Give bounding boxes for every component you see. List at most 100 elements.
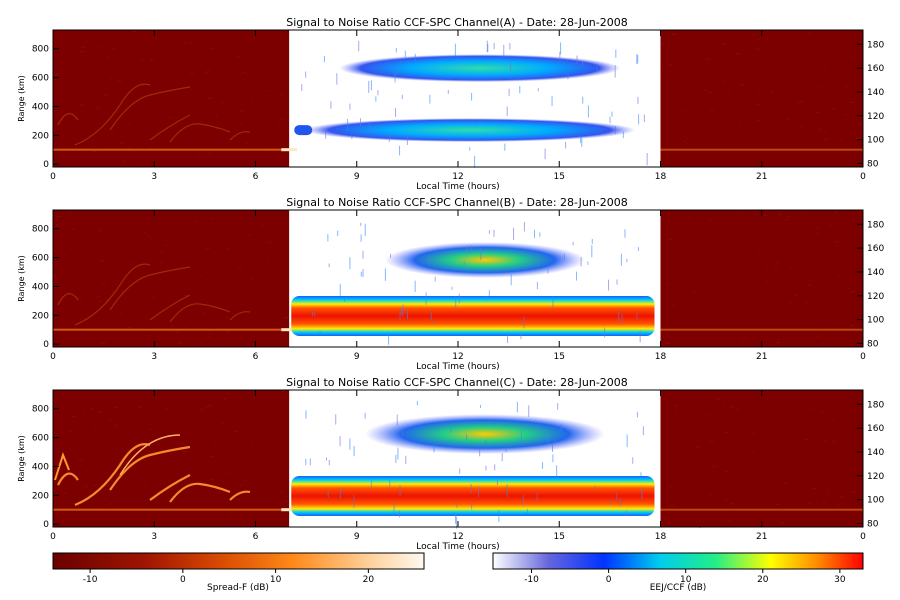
y2-tick-label: 140 [867, 268, 884, 278]
spread-f-plume-5 [169, 123, 231, 143]
y2-tick-label: 160 [867, 244, 884, 254]
eej-layer-edge [294, 125, 313, 136]
ccf-layer-upper [339, 54, 621, 83]
x-tick-label: 0 [50, 352, 56, 362]
x-tick-label: 6 [253, 532, 259, 542]
colorbar-tick-label: 0 [180, 575, 186, 585]
colorbar-eej-ccf: EEJ/CCF (dB) -10 0 10 20 30 [492, 552, 864, 593]
colorbar-eej-ccf-label: EEJ/CCF (dB) [650, 583, 707, 593]
y2-tick-label: 180 [867, 220, 884, 230]
x-tick-label: 0 [860, 352, 866, 362]
x-axis: 0 3 6 9 12 15 18 21 0 [50, 390, 866, 542]
x-axis: 0 3 6 9 12 15 18 21 0 [50, 210, 866, 362]
x-tick-label: 12 [452, 172, 463, 182]
colorbar-tick-label: 10 [270, 575, 282, 585]
y2-tick-label: 160 [867, 64, 884, 74]
panel-c-title: Signal to Noise Ratio CCF-SPC Channel(C)… [286, 376, 628, 389]
y2-tick-label: 100 [867, 136, 884, 146]
echo-line-morning [53, 508, 290, 511]
x-tick-label: 12 [452, 532, 463, 542]
x-tick-label: 9 [354, 532, 360, 542]
spread-f-plume-4 [149, 294, 191, 321]
x-tick-label: 3 [151, 172, 157, 182]
night-region-morning [53, 390, 290, 527]
day-region [289, 30, 661, 167]
colorbar-tick-label: 0 [606, 575, 612, 585]
echo-line-evening [660, 508, 863, 511]
x-tick-label: 15 [554, 532, 565, 542]
night-region-evening [660, 210, 863, 347]
y-axis-label: Range (km) [17, 75, 26, 122]
colorbar-spread-f-label: Spread-F (dB) [207, 583, 269, 593]
ccf-layer-upper [364, 414, 605, 455]
colorbar-spread-f: Spread-F (dB) -10 0 10 20 [52, 552, 425, 593]
y2-tick-label: 140 [867, 88, 884, 98]
x-tick-label: 9 [354, 172, 360, 182]
spread-f-plume-4 [149, 474, 191, 501]
x-tick-label: 12 [452, 352, 463, 362]
y2-tick-label: 100 [867, 496, 884, 506]
x-tick-label: 0 [50, 172, 56, 182]
x-tick-label: 18 [655, 172, 667, 182]
spread-f-plume-3 [109, 86, 191, 131]
day-streaks [311, 221, 641, 345]
spread-f-plume-8 [119, 434, 181, 476]
x-axis-label: Local Time (hours) [416, 182, 499, 192]
night-region-evening [660, 30, 863, 167]
y-axis-height: 80 100 120 140 160 180 [857, 220, 884, 349]
y2-tick-label: 120 [867, 292, 884, 302]
spread-f-plume-2 [74, 263, 151, 326]
y-axis-height: 80 100 120 140 160 180 [857, 40, 884, 169]
colorbar-tick-label: 10 [680, 575, 692, 585]
panel-a-title: Signal to Noise Ratio CCF-SPC Channel(A)… [286, 16, 627, 29]
x-tick-label: 0 [860, 532, 866, 542]
y2-tick-label: 120 [867, 112, 884, 122]
spread-f-plume-3 [109, 445, 191, 491]
echo-line-morning [53, 328, 290, 331]
x-tick-label: 15 [554, 352, 565, 362]
night-region-morning [53, 30, 290, 167]
echo-line-morning [53, 148, 290, 151]
x-tick-label: 15 [554, 172, 565, 182]
x-tick-label: 6 [253, 352, 259, 362]
spread-f-echoes [54, 434, 251, 507]
y-tick-label: 0 [43, 160, 49, 170]
x-tick-label: 3 [151, 352, 157, 362]
x-tick-label: 0 [860, 172, 866, 182]
x-axis: 0 3 6 9 12 15 18 21 0 [50, 30, 866, 182]
spread-f-plume-2 [74, 83, 151, 146]
spread-f-plume-5 [169, 482, 231, 503]
panel-b: 0 3 6 9 12 15 18 21 0 Local Time (hours) 0 200 400 60… [17, 209, 884, 372]
spread-f-plume-6 [229, 490, 251, 501]
y-tick-label: 400 [32, 102, 49, 112]
night-region-morning [53, 210, 290, 347]
x-tick-label: 18 [655, 532, 667, 542]
eej-layer-lower [304, 118, 636, 143]
y2-tick-label: 180 [867, 400, 884, 410]
y-tick-label: 200 [32, 311, 49, 321]
spread-f-plume-4 [149, 114, 191, 141]
y-tick-label: 800 [32, 405, 49, 415]
x-tick-label: 6 [253, 172, 259, 182]
y-axis-range: 0 200 400 600 800 [32, 45, 59, 170]
echo-line-evening [660, 148, 863, 151]
spread-f-echoes [57, 83, 251, 146]
spread-f-plume-1 [57, 472, 79, 486]
y-tick-label: 400 [32, 282, 49, 292]
y-tick-label: 800 [32, 225, 49, 235]
colorbar-tick-label: 30 [834, 575, 846, 585]
y2-tick-label: 140 [867, 448, 884, 458]
spread-f-plume-7 [54, 452, 70, 481]
echo-line-bright [281, 328, 298, 332]
x-axis-label: Local Time (hours) [416, 362, 499, 372]
y-axis-range: 0 200 400 600 800 [32, 405, 59, 530]
night-region-evening [660, 390, 863, 527]
y2-tick-label: 180 [867, 40, 884, 50]
day-streaks [301, 40, 648, 168]
x-tick-label: 3 [151, 532, 157, 542]
x-axis-label: Local Time (hours) [416, 542, 499, 552]
y-axis-label: Range (km) [17, 255, 26, 302]
x-tick-label: 21 [756, 352, 767, 362]
ccf-layer-upper [384, 242, 585, 279]
